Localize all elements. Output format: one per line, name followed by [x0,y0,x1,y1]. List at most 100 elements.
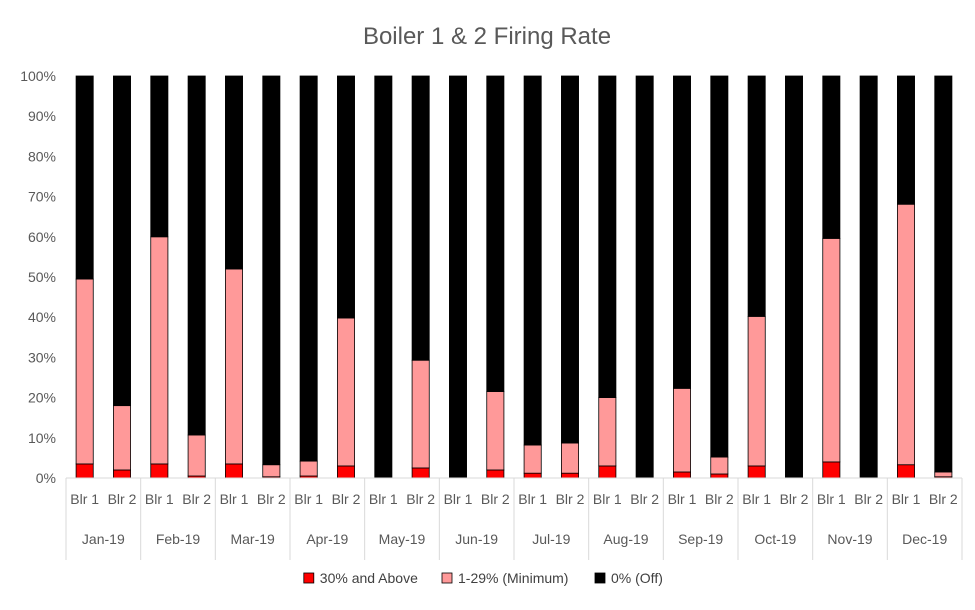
legend-swatch [441,572,453,584]
sub-category-label: Blr 1 [70,491,99,507]
bar-segment [710,456,729,475]
group-label: May-19 [379,531,426,547]
bar-segment [673,471,691,479]
sub-category-label: Blr 2 [481,491,510,507]
bar-segment [673,75,691,389]
y-tick-label: 30% [28,349,56,365]
bar-segment [523,444,542,474]
bar-segment [897,464,915,479]
bar-segment [75,463,94,479]
x-axis: Blr 1 Blr 2 Blr 1 Blr 2 Blr 1 Blr 2 Blr 1 Blr 2… [65,477,963,560]
y-axis: 0% 10% 20% 30% 40% 50% 60% 70% 80% 90% 100% [20,68,56,486]
bar-segment [747,75,766,317]
sub-category-label: Blr 2 [406,491,435,507]
bar-segment [113,469,131,479]
bar-segment [561,472,579,479]
bar-segment [225,75,243,270]
chart-title: Boiler 1 & 2 Firing Rate [363,23,611,50]
sub-category-label: Blr 1 [817,491,846,507]
y-tick-label: 50% [28,269,56,285]
sub-category-label: Blr 2 [257,491,286,507]
sub-category-label: Blr 1 [220,491,249,507]
bar-segment [785,75,803,479]
bar-segment [598,397,617,467]
sub-category-label: Blr 2 [705,491,734,507]
group-label: Jan-19 [82,531,125,547]
bar-segment [411,359,430,469]
bar-segment [113,75,131,407]
bar-segment [635,75,654,479]
y-tick-label: 60% [28,229,56,245]
bar-segment [150,463,169,479]
bar-segment [710,75,729,458]
group-label: Dec-19 [902,531,947,547]
bar-segment [187,434,206,477]
bar-segment [411,467,430,479]
group-label: Nov-19 [827,531,872,547]
bar-segment [187,75,206,436]
group-label: Aug-19 [603,531,648,547]
bar-segment [747,315,766,467]
group-label: Jun-19 [455,531,498,547]
sub-category-label: Blr 2 [780,491,809,507]
sub-category-label: Blr 2 [182,491,211,507]
y-tick-label: 20% [28,390,56,406]
bar-segment [225,268,243,465]
bar-segment [150,236,169,465]
bar-segment [299,460,318,477]
legend-swatch [594,572,606,584]
group-label: Sep-19 [678,531,723,547]
bar-segment [822,238,841,463]
bar-segment [337,75,355,319]
y-tick-label: 80% [28,148,56,164]
bar-segment [822,461,841,479]
sub-category-label: Blr 1 [518,491,547,507]
bar-segment [337,465,355,479]
legend-label: 30% and Above [320,570,418,586]
bar-segment [262,75,281,466]
sub-category-label: Blr 2 [854,491,883,507]
bar-segment [486,391,505,471]
sub-category-label: Blr 1 [892,491,921,507]
y-tick-label: 100% [20,68,56,84]
bar-segment [486,469,505,479]
bar-segment [262,464,281,478]
sub-category-label: Blr 1 [369,491,398,507]
bar-segment [561,75,579,444]
y-tick-label: 10% [28,430,56,446]
bar-segment [75,75,94,280]
bar-segment [897,203,915,466]
sub-category-label: Blr 1 [145,491,174,507]
group-label: Apr-19 [306,531,348,547]
bar-segment [934,471,953,478]
group-label: Mar-19 [230,531,275,547]
bar-segment [299,75,318,462]
bar-segment [934,75,953,473]
group-label: Jul-19 [532,531,570,547]
sub-category-label: Blr 1 [593,491,622,507]
y-tick-label: 0% [36,470,56,486]
sub-category-label: Blr 2 [929,491,958,507]
bar-segment [747,465,766,479]
bar-segment [75,278,94,465]
bar-segment [523,75,542,446]
y-tick-label: 70% [28,189,56,205]
bar-segment [523,472,542,479]
bar-segment [150,75,169,238]
bar-segment [673,387,691,473]
legend: 30% and Above 1-29% (Minimum) 0% (Off) [303,570,663,586]
sub-category-label: Blr 1 [742,491,771,507]
sub-category-label: Blr 2 [332,491,361,507]
bar-segment [598,75,617,399]
sub-category-label: Blr 2 [556,491,585,507]
legend-label: 0% (Off) [611,570,663,586]
bar-segment [225,463,243,479]
bar-segment [561,442,579,474]
sub-category-label: Blr 2 [108,491,137,507]
bar-segment [113,405,131,471]
bars [75,75,953,479]
bar-segment [710,473,729,479]
bar-segment [337,317,355,467]
sub-category-label: Blr 1 [668,491,697,507]
group-label: Oct-19 [754,531,796,547]
